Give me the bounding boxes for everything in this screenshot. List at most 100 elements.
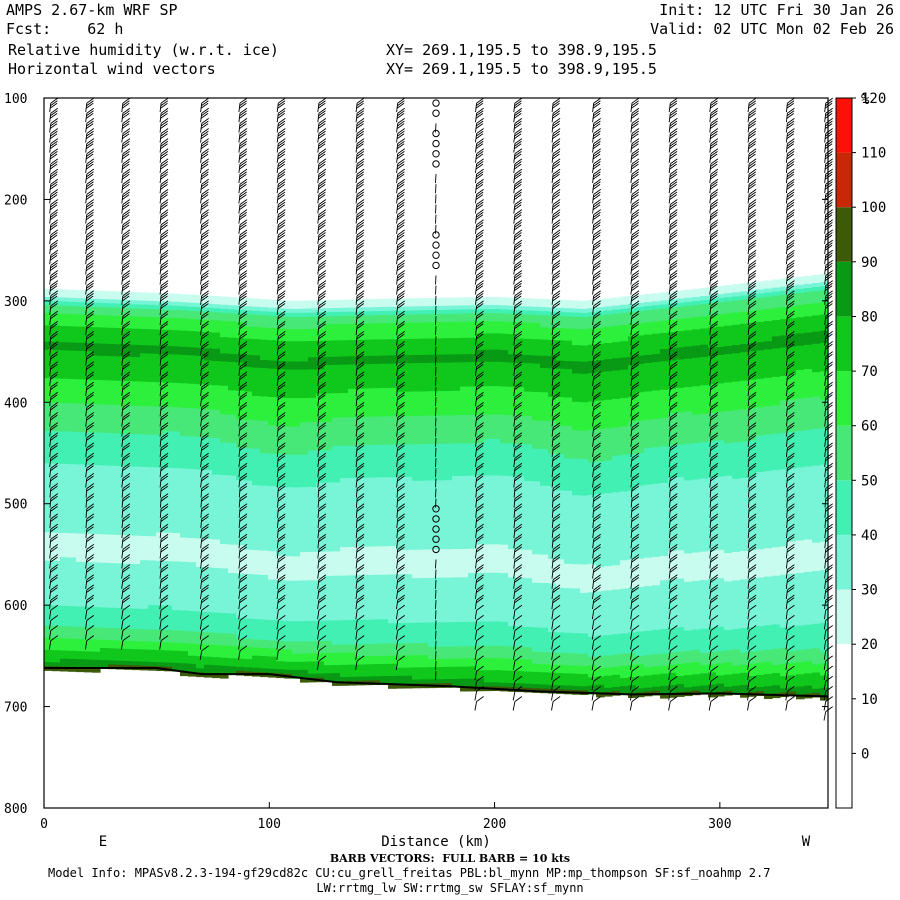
rh-cell (420, 395, 429, 401)
rh-cell (396, 448, 405, 454)
rh-cell (60, 415, 69, 420)
rh-cell (196, 299, 205, 304)
rh-cell (404, 501, 413, 506)
rh-cell (332, 478, 341, 484)
rh-cell (84, 562, 93, 567)
rh-cell (332, 441, 341, 447)
rh-cell (332, 600, 341, 605)
rh-cell (44, 410, 53, 416)
rh-cell (268, 534, 277, 540)
rh-cell (52, 556, 61, 562)
rh-cell (100, 469, 109, 475)
rh-cell (92, 319, 101, 324)
rh-cell (268, 636, 277, 642)
rh-cell (388, 404, 397, 409)
rh-cell (308, 316, 317, 322)
rh-cell (92, 384, 101, 389)
rh-cell (76, 411, 85, 417)
rh-cell (364, 368, 373, 373)
rh-cell (396, 452, 405, 458)
rh-cell (396, 639, 405, 644)
rh-cell (452, 334, 461, 339)
rh-cell (300, 653, 309, 659)
rh-cell (460, 678, 469, 684)
rh-cell (84, 651, 93, 657)
rh-cell (236, 403, 245, 408)
rh-cell (172, 309, 181, 315)
rh-cell (300, 544, 309, 549)
rh-cell (404, 444, 413, 450)
rh-cell (308, 584, 317, 590)
rh-cell (388, 412, 397, 417)
rh-cell (308, 551, 317, 557)
rh-cell (252, 440, 261, 446)
rh-cell (364, 477, 373, 483)
rh-cell (156, 548, 165, 554)
rh-cell (52, 366, 61, 371)
rh-cell (252, 501, 261, 507)
rh-cell (108, 526, 117, 532)
rh-cell (68, 549, 77, 555)
rh-cell (452, 561, 461, 566)
rh-cell (220, 568, 229, 574)
rh-cell (348, 538, 357, 544)
rh-cell (68, 602, 77, 607)
rh-cell (428, 387, 437, 392)
rh-cell (324, 324, 333, 330)
rh-cell (372, 376, 381, 381)
rh-cell (276, 632, 285, 638)
rh-cell (148, 507, 157, 513)
rh-cell (92, 290, 101, 296)
rh-cell (244, 610, 253, 616)
rh-cell (380, 505, 389, 511)
rh-cell (60, 321, 69, 327)
rh-cell (156, 435, 165, 440)
rh-cell (148, 483, 157, 489)
rh-cell (204, 620, 213, 625)
rh-cell (100, 627, 109, 633)
rh-cell (412, 330, 421, 336)
rh-cell (76, 306, 85, 311)
rh-cell (348, 668, 357, 674)
rh-cell (260, 364, 269, 369)
rh-cell (196, 437, 205, 442)
rh-cell (220, 540, 229, 545)
rh-cell (188, 594, 197, 600)
rh-cell (332, 665, 341, 670)
rh-cell (52, 439, 61, 444)
rh-cell (324, 673, 333, 678)
rh-cell (68, 590, 77, 595)
rh-cell (60, 577, 69, 583)
rh-cell (348, 498, 357, 503)
rh-cell (172, 549, 181, 554)
rh-cell (196, 627, 205, 633)
rh-cell (404, 464, 413, 470)
rh-cell (60, 642, 69, 648)
rh-cell (84, 655, 93, 661)
rh-cell (340, 567, 349, 573)
rh-cell (244, 553, 253, 559)
rh-cell (164, 293, 173, 298)
rh-cell (188, 440, 197, 446)
rh-cell (220, 564, 229, 570)
rh-cell (228, 658, 237, 663)
rh-cell (196, 449, 205, 454)
rh-cell (44, 288, 53, 294)
rh-cell (260, 481, 269, 487)
rh-cell (260, 331, 269, 337)
rh-cell (228, 402, 237, 408)
rh-cell (244, 452, 253, 457)
rh-cell (380, 302, 389, 308)
rh-cell (172, 472, 181, 477)
rh-cell (268, 591, 277, 597)
rh-cell (108, 522, 117, 528)
rh-cell (356, 676, 365, 682)
rh-cell (228, 646, 237, 651)
rh-cell (428, 444, 437, 449)
rh-cell (284, 304, 293, 310)
rh-cell (356, 640, 365, 645)
rh-cell (52, 398, 61, 404)
rh-cell (364, 388, 373, 394)
rh-cell (196, 583, 205, 588)
rh-cell (396, 424, 405, 429)
